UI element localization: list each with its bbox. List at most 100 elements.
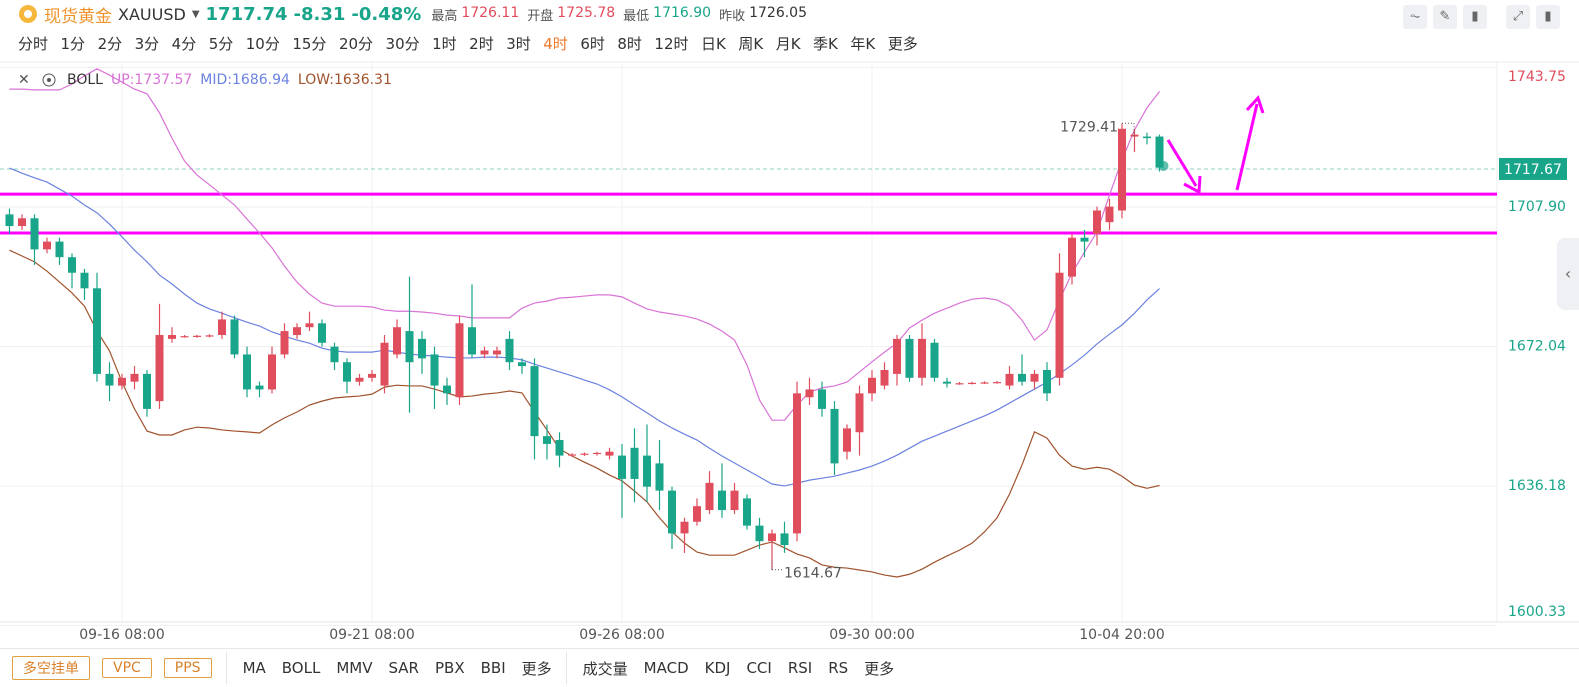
view-tools: ⤢ ▮ <box>1506 5 1560 29</box>
candle-body <box>55 241 64 258</box>
candle-body <box>318 323 326 343</box>
candle-body <box>368 373 376 378</box>
boll-line <box>9 68 1160 421</box>
period-tab[interactable]: 1时 <box>432 35 457 53</box>
tool-button[interactable]: ⏦ <box>1403 5 1427 29</box>
main-indicator[interactable]: MMV <box>336 659 373 677</box>
symbol[interactable]: XAUUSD <box>118 4 186 24</box>
candle-body <box>705 482 714 511</box>
main-indicator[interactable]: MA <box>242 659 266 677</box>
candle-body <box>380 342 389 386</box>
stat-value: 1726.05 <box>749 4 807 21</box>
tool-button[interactable]: ▮ <box>1463 5 1487 29</box>
candle-body <box>255 385 264 390</box>
sub-indicator[interactable]: RS <box>828 659 849 677</box>
stat-label: 最高 <box>431 8 458 24</box>
period-tab[interactable]: 20分 <box>338 35 374 53</box>
period-tab[interactable]: 6时 <box>580 35 605 53</box>
candle-body <box>393 327 401 355</box>
candle-body <box>480 350 489 355</box>
period-tab[interactable]: 2时 <box>469 35 494 53</box>
main-indicator[interactable]: BOLL <box>281 659 321 677</box>
max-marker <box>1122 122 1135 138</box>
last-price: 1717.74 <box>205 3 288 25</box>
period-tab[interactable]: 5分 <box>208 35 234 53</box>
period-tab[interactable]: 月K <box>775 35 801 53</box>
candle-body <box>693 506 701 522</box>
candle-body <box>205 335 214 337</box>
period-tab[interactable]: 4分 <box>171 35 197 53</box>
arrow-up <box>1235 103 1259 191</box>
candle-body <box>1055 272 1064 378</box>
period-tab[interactable]: 1分 <box>60 35 86 53</box>
candle-body <box>230 319 239 355</box>
min-label: 1614.67 <box>784 566 842 582</box>
candle-body <box>680 521 689 534</box>
dropdown-caret[interactable]: ▼ <box>191 8 200 20</box>
tool-button[interactable]: ✎ <box>1433 5 1457 29</box>
main-indicator[interactable]: PBX <box>434 659 465 677</box>
period-tab[interactable]: 年K <box>850 35 876 53</box>
candle-body <box>1105 206 1114 223</box>
sub-indicator[interactable]: CCI <box>746 659 772 677</box>
order-button[interactable]: 多空挂单 <box>12 656 90 680</box>
period-tab[interactable]: 4时 <box>543 35 568 53</box>
candle-body <box>730 490 739 511</box>
period-tab[interactable]: 更多 <box>887 35 918 53</box>
live-dot <box>1158 160 1169 171</box>
settings-icon-dot <box>47 78 51 82</box>
candle-body <box>405 331 414 363</box>
candle-body <box>580 453 589 455</box>
candle-body <box>118 377 126 386</box>
candle-body <box>980 382 989 384</box>
candle-body <box>305 323 314 328</box>
candle-body <box>943 381 951 384</box>
period-tab[interactable]: 季K <box>813 35 838 53</box>
order-button[interactable]: PPS <box>163 658 212 678</box>
tool-button[interactable]: ⤢ <box>1506 5 1530 29</box>
period-tab[interactable]: 8时 <box>617 35 642 53</box>
settings-icon <box>42 73 56 87</box>
period-tabs: 分时 1分 2分 3分 4分 5分 10分 15分 20分 30分 1时 2时 3时 4时 6时 8时 12时日… <box>18 33 930 54</box>
main-indicator[interactable]: BBI <box>480 659 506 677</box>
candle-body <box>218 319 226 335</box>
side-panel-tab[interactable]: ‹ <box>1557 238 1579 310</box>
sub-indicator[interactable]: 更多 <box>864 659 895 678</box>
sub-indicator[interactable]: RSI <box>787 659 813 677</box>
candle-body <box>43 241 51 250</box>
sub-indicator[interactable]: KDJ <box>704 659 731 677</box>
candle-body <box>518 362 526 367</box>
candle-body <box>455 323 464 398</box>
candle-body <box>530 366 539 437</box>
legend-entry: LOW:1636.31 <box>298 72 392 88</box>
candle-body <box>605 451 614 456</box>
sub-indicator[interactable]: 成交量 <box>582 659 628 678</box>
main-indicator[interactable]: SAR <box>388 659 419 677</box>
candle-body <box>743 498 751 526</box>
period-tab[interactable]: 3时 <box>506 35 531 53</box>
order-button[interactable]: VPC <box>102 658 152 678</box>
period-tab[interactable]: 15分 <box>292 35 327 53</box>
x-tick-label: 09-16 08:00 <box>79 627 164 643</box>
period-tab[interactable]: 日K <box>701 35 726 53</box>
candle-body <box>1030 373 1039 382</box>
period-tab[interactable]: 分时 <box>18 35 49 53</box>
candle-body <box>293 327 301 335</box>
candle-body <box>955 383 964 385</box>
sub-indicator[interactable]: MACD <box>643 659 689 677</box>
tool-button[interactable]: ▮ <box>1536 5 1560 29</box>
candle-body <box>80 272 89 289</box>
period-tab[interactable]: 2分 <box>97 35 123 53</box>
main-indicator[interactable]: 更多 <box>521 659 552 678</box>
period-tab[interactable]: 30分 <box>385 35 420 53</box>
period-tab[interactable]: 周K <box>738 35 764 53</box>
separator <box>565 652 567 684</box>
candle-body <box>905 338 914 378</box>
y-tick-label: 1707.90 <box>1508 199 1566 215</box>
period-tab[interactable]: 12时 <box>654 35 689 53</box>
period-tab[interactable]: 10分 <box>245 35 280 53</box>
period-tab[interactable]: 3分 <box>134 35 160 53</box>
candle-body <box>468 327 476 355</box>
candle-body <box>193 335 201 337</box>
